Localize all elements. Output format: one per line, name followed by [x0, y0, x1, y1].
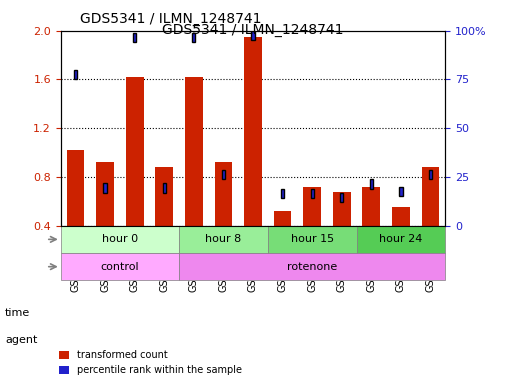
FancyBboxPatch shape: [61, 226, 179, 253]
Text: hour 15: hour 15: [290, 234, 333, 244]
FancyBboxPatch shape: [369, 179, 372, 189]
Legend: transformed count, percentile rank within the sample: transformed count, percentile rank withi…: [56, 346, 245, 379]
Text: GDS5341 / ILMN_1248741: GDS5341 / ILMN_1248741: [80, 12, 261, 25]
Bar: [273, 211, 291, 226]
FancyBboxPatch shape: [356, 226, 444, 253]
FancyBboxPatch shape: [310, 189, 313, 199]
FancyBboxPatch shape: [339, 193, 343, 202]
Text: time: time: [5, 308, 30, 318]
FancyBboxPatch shape: [104, 183, 107, 192]
Bar: [96, 162, 114, 226]
FancyBboxPatch shape: [251, 31, 254, 40]
FancyBboxPatch shape: [267, 226, 356, 253]
Text: agent: agent: [5, 335, 37, 345]
FancyBboxPatch shape: [398, 187, 401, 197]
FancyBboxPatch shape: [428, 170, 431, 179]
Text: hour 0: hour 0: [102, 234, 138, 244]
Bar: [67, 150, 84, 226]
FancyBboxPatch shape: [179, 253, 444, 280]
FancyBboxPatch shape: [221, 170, 225, 179]
Bar: [126, 77, 143, 226]
Text: hour 8: hour 8: [205, 234, 241, 244]
FancyBboxPatch shape: [280, 189, 284, 199]
FancyBboxPatch shape: [133, 33, 136, 42]
Bar: [362, 187, 379, 226]
FancyBboxPatch shape: [74, 70, 77, 79]
Text: control: control: [100, 262, 139, 271]
Bar: [391, 207, 409, 226]
Bar: [421, 167, 438, 226]
FancyBboxPatch shape: [179, 226, 267, 253]
Text: hour 24: hour 24: [378, 234, 422, 244]
Text: GDS5341 / ILMN_1248741: GDS5341 / ILMN_1248741: [162, 23, 343, 37]
Bar: [332, 192, 350, 226]
Bar: [243, 37, 262, 226]
Bar: [302, 187, 320, 226]
Bar: [155, 167, 173, 226]
FancyBboxPatch shape: [192, 33, 195, 42]
Bar: [214, 162, 232, 226]
Text: rotenone: rotenone: [286, 262, 337, 271]
Bar: [185, 77, 203, 226]
FancyBboxPatch shape: [61, 253, 179, 280]
FancyBboxPatch shape: [162, 183, 166, 192]
